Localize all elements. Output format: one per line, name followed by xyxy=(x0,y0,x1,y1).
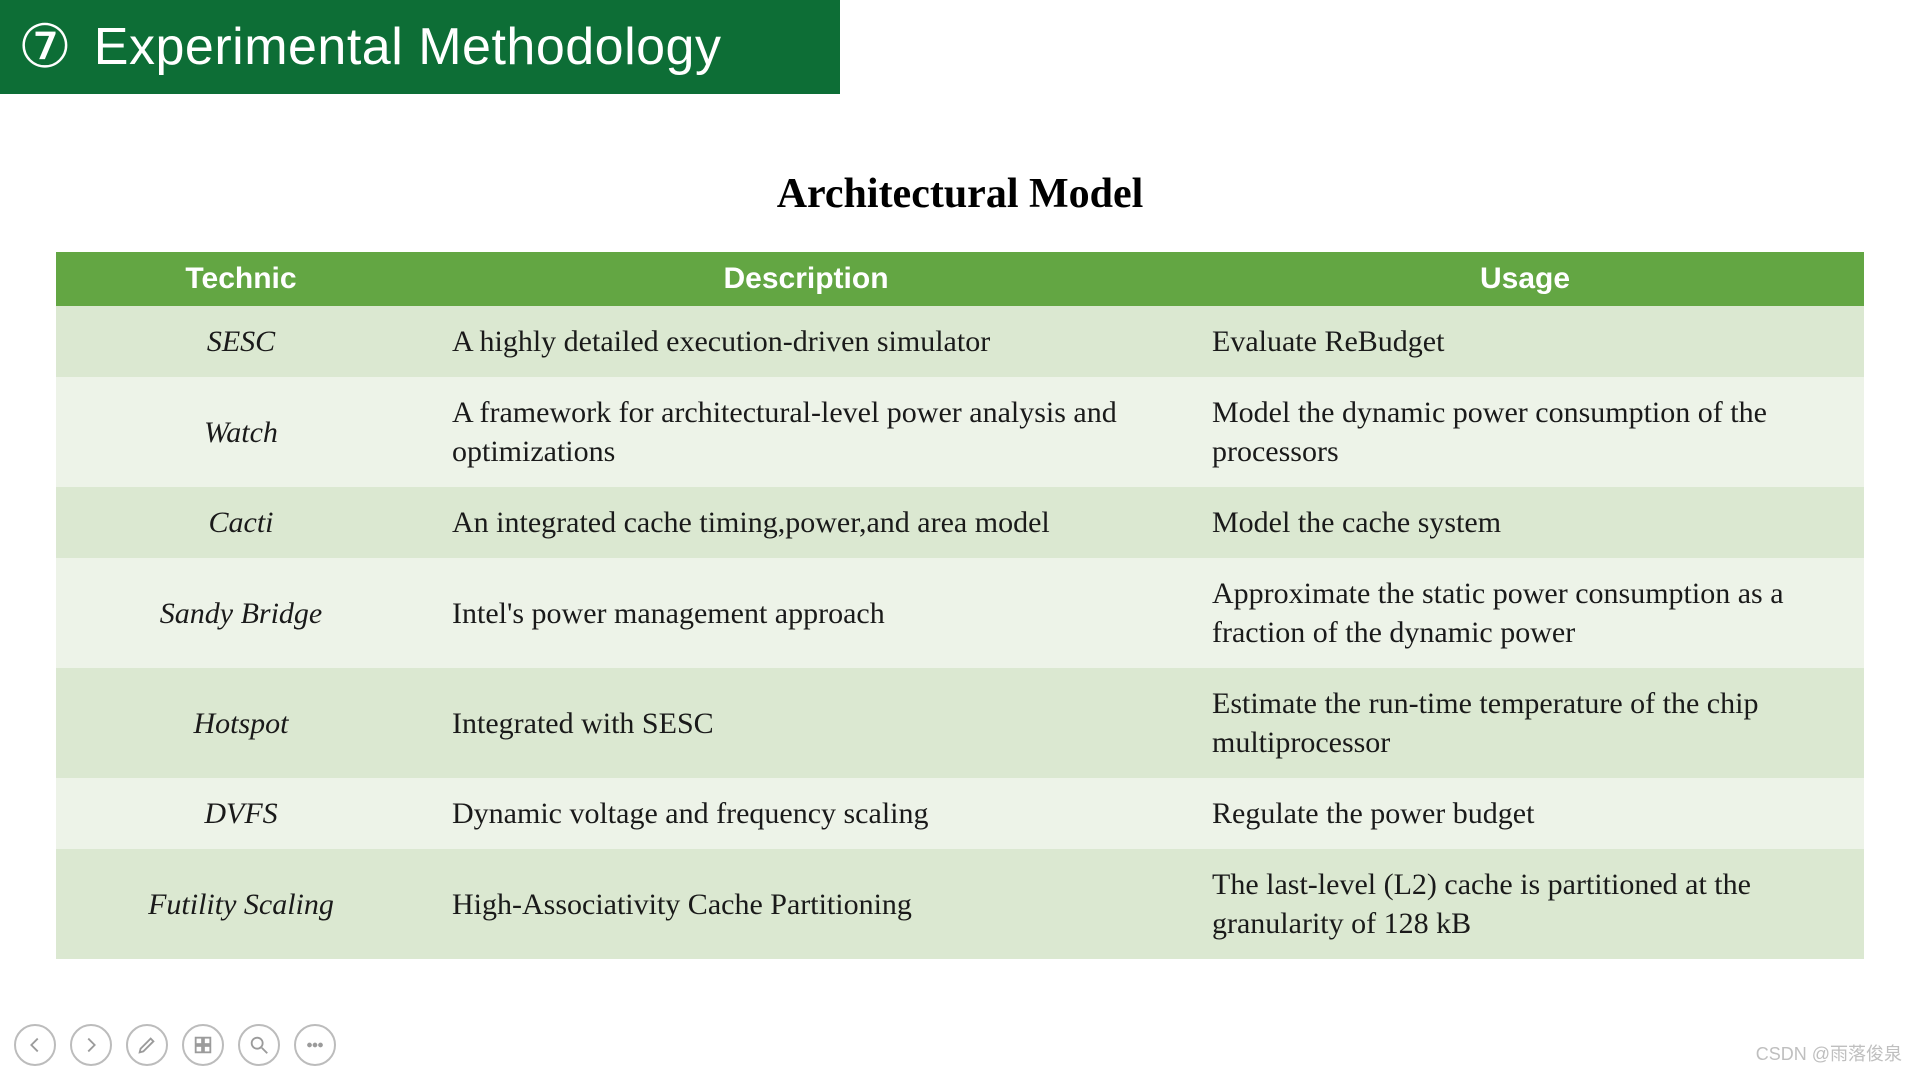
cell-technic: DVFS xyxy=(56,778,426,849)
slide-number-badge: ⑦ xyxy=(18,17,72,77)
pen-tool-button[interactable] xyxy=(126,1024,168,1066)
cell-description: Integrated with SESC xyxy=(426,668,1186,778)
cell-technic: Cacti xyxy=(56,487,426,558)
table-row: Futility ScalingHigh-Associativity Cache… xyxy=(56,849,1864,959)
table-row: CactiAn integrated cache timing,power,an… xyxy=(56,487,1864,558)
chevron-left-icon xyxy=(24,1034,46,1056)
cell-technic: Hotspot xyxy=(56,668,426,778)
cell-usage: The last-level (L2) cache is partitioned… xyxy=(1186,849,1864,959)
slide-header-banner: ⑦ Experimental Methodology xyxy=(0,0,840,94)
table-header-row: Technic Description Usage xyxy=(56,252,1864,306)
table-row: DVFSDynamic voltage and frequency scalin… xyxy=(56,778,1864,849)
architectural-model-table: Technic Description Usage SESCA highly d… xyxy=(56,252,1864,959)
zoom-button[interactable] xyxy=(238,1024,280,1066)
cell-technic: Watch xyxy=(56,377,426,487)
slide-title: Experimental Methodology xyxy=(94,17,722,77)
ellipsis-icon xyxy=(304,1034,326,1056)
col-header-technic: Technic xyxy=(56,252,426,306)
cell-technic: Sandy Bridge xyxy=(56,558,426,668)
col-header-description: Description xyxy=(426,252,1186,306)
table-row: SESCA highly detailed execution-driven s… xyxy=(56,306,1864,377)
cell-usage: Evaluate ReBudget xyxy=(1186,306,1864,377)
table-row: WatchA framework for architectural-level… xyxy=(56,377,1864,487)
next-slide-button[interactable] xyxy=(70,1024,112,1066)
more-options-button[interactable] xyxy=(294,1024,336,1066)
grid-icon xyxy=(192,1034,214,1056)
pen-icon xyxy=(136,1034,158,1056)
cell-technic: SESC xyxy=(56,306,426,377)
magnifier-icon xyxy=(248,1034,270,1056)
cell-usage: Model the dynamic power consumption of t… xyxy=(1186,377,1864,487)
cell-usage: Model the cache system xyxy=(1186,487,1864,558)
cell-usage: Regulate the power budget xyxy=(1186,778,1864,849)
section-title: Architectural Model xyxy=(0,170,1920,218)
col-header-usage: Usage xyxy=(1186,252,1864,306)
cell-usage: Estimate the run-time temperature of the… xyxy=(1186,668,1864,778)
prev-slide-button[interactable] xyxy=(14,1024,56,1066)
chevron-right-icon xyxy=(80,1034,102,1056)
cell-description: Intel's power management approach xyxy=(426,558,1186,668)
cell-technic: Futility Scaling xyxy=(56,849,426,959)
presentation-toolbar xyxy=(14,1024,336,1066)
cell-description: A highly detailed execution-driven simul… xyxy=(426,306,1186,377)
watermark-text: CSDN @雨落俊泉 xyxy=(1756,1040,1902,1066)
slide: ⑦ Experimental Methodology Architectural… xyxy=(0,0,1920,1080)
table-row: HotspotIntegrated with SESCEstimate the … xyxy=(56,668,1864,778)
cell-description: High-Associativity Cache Partitioning xyxy=(426,849,1186,959)
cell-description: Dynamic voltage and frequency scaling xyxy=(426,778,1186,849)
table-row: Sandy BridgeIntel's power management app… xyxy=(56,558,1864,668)
slide-show-view-button[interactable] xyxy=(182,1024,224,1066)
cell-usage: Approximate the static power consumption… xyxy=(1186,558,1864,668)
cell-description: A framework for architectural-level powe… xyxy=(426,377,1186,487)
cell-description: An integrated cache timing,power,and are… xyxy=(426,487,1186,558)
